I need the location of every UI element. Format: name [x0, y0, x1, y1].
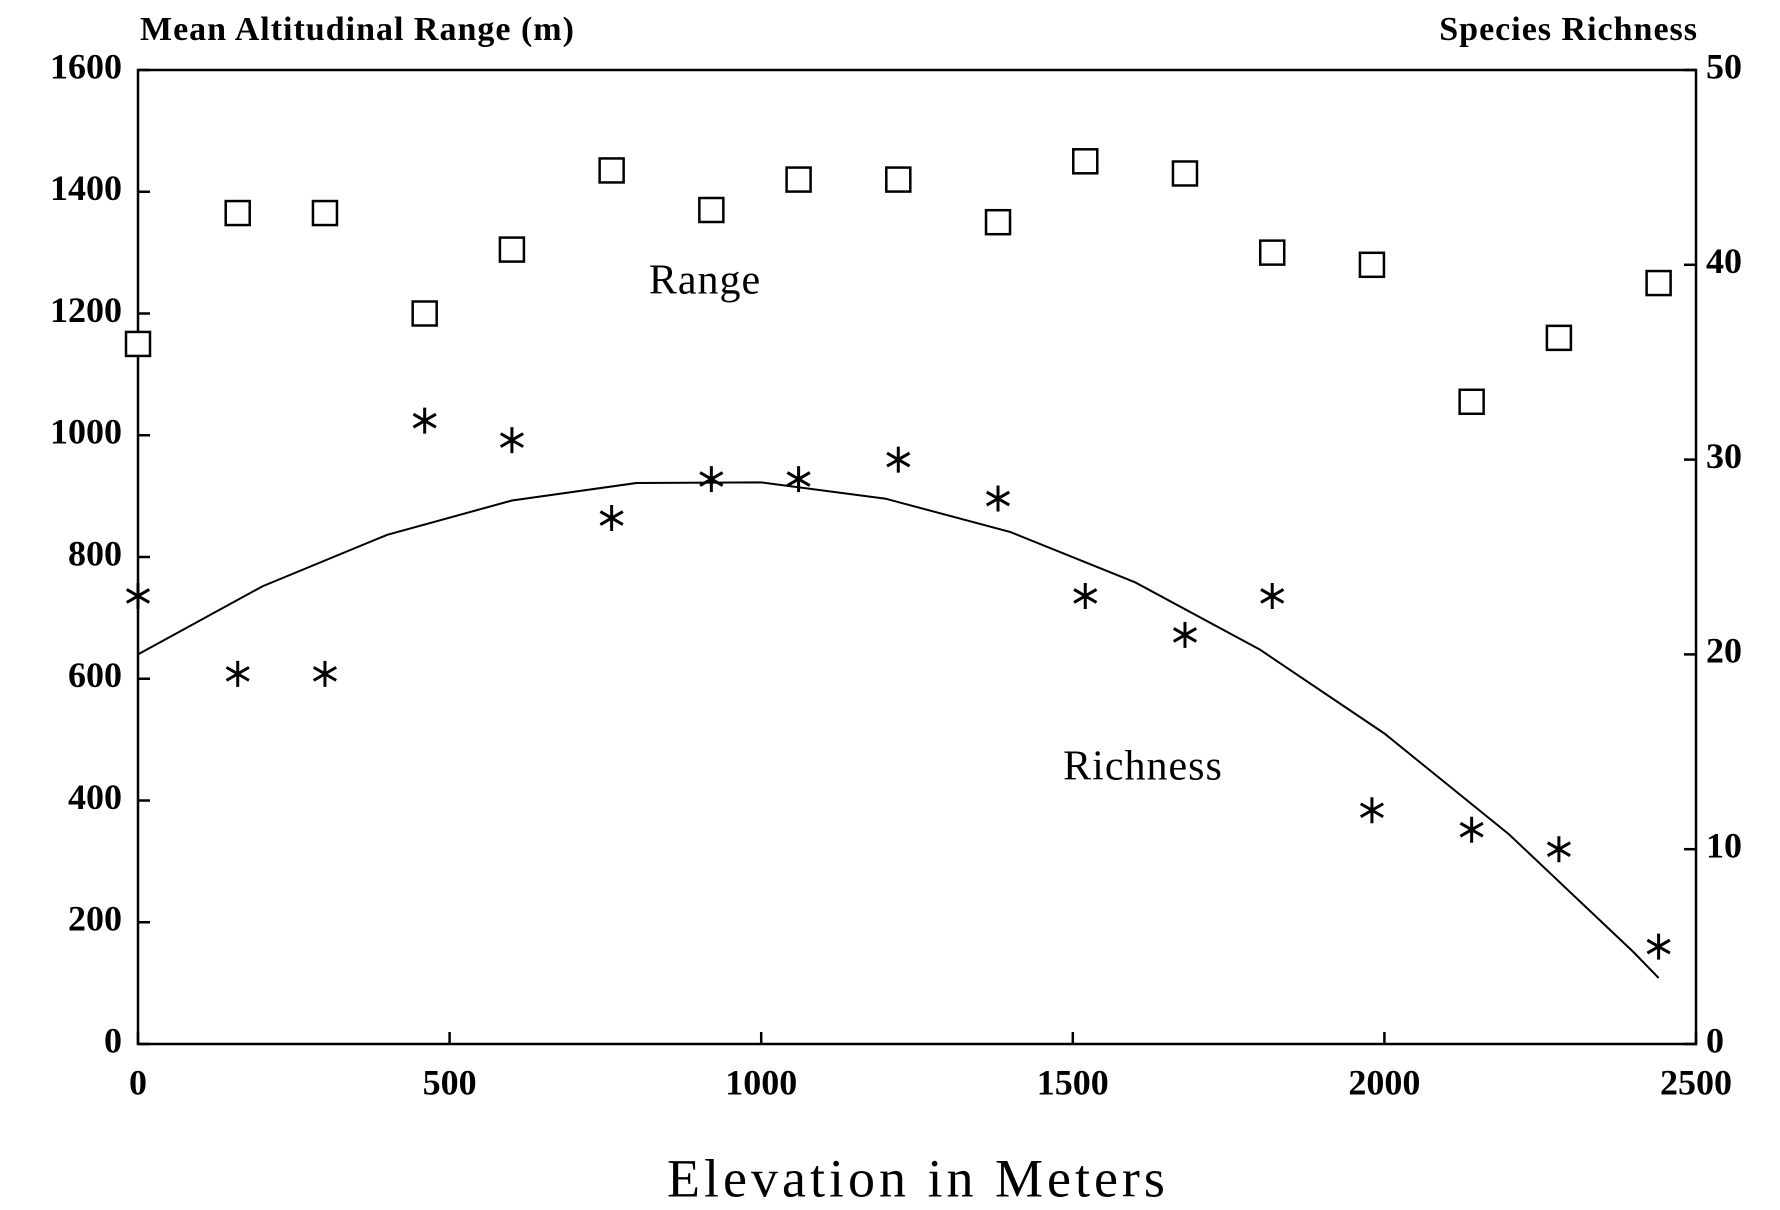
richness-marker: [986, 485, 1011, 512]
range-marker: [1358, 251, 1386, 279]
richness-marker: [599, 505, 624, 532]
range-marker: [411, 300, 438, 327]
richness-marker: [225, 660, 250, 687]
range-marker: [124, 330, 152, 358]
y-tick-label: 200: [68, 899, 122, 939]
x-axis-label: Elevation in Meters: [667, 1148, 1169, 1208]
y2-tick-label: 30: [1706, 436, 1742, 476]
x-tick-label: 1500: [1037, 1062, 1109, 1102]
richness-marker: [1073, 582, 1098, 609]
richness-marker: [1260, 582, 1285, 609]
richness-marker: [1546, 836, 1571, 863]
annotation: Range: [649, 258, 761, 304]
y2-tick-label: 40: [1706, 241, 1742, 281]
y-tick-label: 0: [104, 1020, 122, 1060]
range-marker: [1645, 269, 1672, 297]
range-marker: [1072, 148, 1099, 175]
richness-marker: [1459, 816, 1484, 843]
richness-marker: [125, 582, 151, 609]
range-marker: [1258, 239, 1286, 266]
y-tick-label: 1600: [50, 46, 122, 86]
richness-marker: [1646, 933, 1671, 960]
richness-marker: [886, 446, 911, 473]
y-tick-label: 1000: [50, 412, 122, 452]
x-tick-label: 500: [423, 1062, 477, 1102]
fit-curve: [137, 481, 1660, 979]
range-marker: [785, 166, 812, 193]
richness-marker: [1359, 797, 1384, 824]
range-marker: [984, 208, 1012, 236]
range-marker: [1545, 324, 1573, 352]
y-tick-label: 1200: [50, 290, 122, 330]
y-tick-label: 400: [68, 777, 122, 817]
x-tick-label: 0: [129, 1062, 147, 1102]
richness-marker: [412, 407, 437, 434]
x-tick-label: 1000: [725, 1062, 797, 1102]
y-axis-label: Mean Altitudinal Range (m): [140, 11, 575, 48]
richness-marker: [1172, 621, 1197, 648]
range-marker: [1171, 160, 1199, 187]
y-tick-label: 1400: [50, 168, 122, 208]
y2-tick-label: 20: [1706, 631, 1742, 671]
range-marker: [311, 199, 339, 227]
range-marker: [1458, 388, 1485, 416]
y2-tick-label: 10: [1706, 825, 1742, 865]
x-tick-label: 2500: [1660, 1062, 1732, 1102]
y2-tick-label: 0: [1706, 1020, 1724, 1060]
annotation: Richness: [1063, 744, 1223, 790]
range-marker: [598, 157, 625, 184]
y2-tick-label: 50: [1706, 46, 1742, 86]
range-marker: [498, 236, 526, 263]
x-tick-label: 2000: [1348, 1062, 1420, 1102]
plot-frame: [136, 68, 1698, 1046]
range-marker: [698, 196, 725, 224]
richness-marker: [312, 660, 337, 687]
range-marker: [885, 166, 912, 193]
y-tick-label: 800: [68, 533, 122, 573]
richness-marker: [499, 427, 524, 454]
range-marker: [224, 199, 251, 227]
y2-axis-label: Species Richness: [1439, 11, 1698, 48]
richness-marker: [699, 466, 724, 493]
richness-marker: [786, 466, 811, 493]
y-tick-label: 600: [68, 655, 122, 695]
